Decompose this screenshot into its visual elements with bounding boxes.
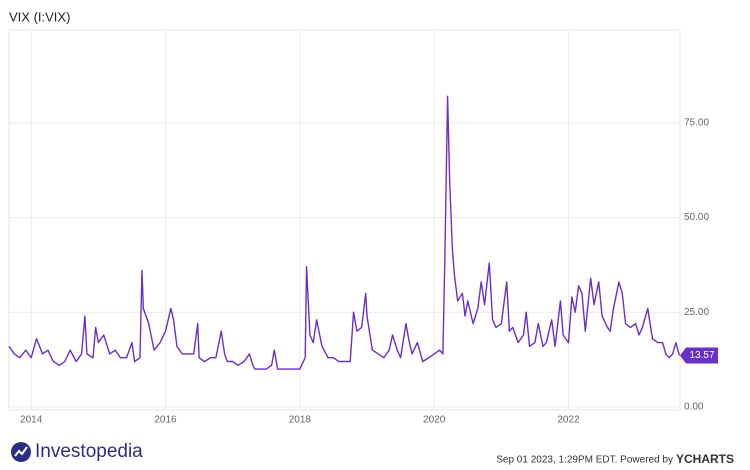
x-tick-label: 2018 <box>289 415 312 426</box>
x-tick-label: 2020 <box>423 415 446 426</box>
y-tick-label: 0.00 <box>684 402 704 413</box>
footer-timestamp: Sep 01 2023, 1:29PM EDT. Powered by <box>496 455 673 466</box>
y-tick-label: 50.00 <box>684 212 709 223</box>
last-value-label: 13.57 <box>689 350 714 361</box>
series-line <box>8 95 681 370</box>
footer-provider: YCHARTS <box>676 452 734 466</box>
y-tick-label: 25.00 <box>684 307 709 318</box>
x-tick-label: 2016 <box>154 415 177 426</box>
x-tick-label: 2022 <box>557 415 580 426</box>
logo-mark <box>14 446 28 457</box>
last-value-flag <box>680 347 718 364</box>
y-tick-label: 75.00 <box>684 117 709 128</box>
brand-name: Investopedia <box>35 441 143 462</box>
brand-logo <box>11 442 31 462</box>
plot-frame <box>8 29 681 411</box>
chart-title: VIX (I:VIX) <box>9 9 70 24</box>
x-tick-label: 2014 <box>20 415 43 426</box>
